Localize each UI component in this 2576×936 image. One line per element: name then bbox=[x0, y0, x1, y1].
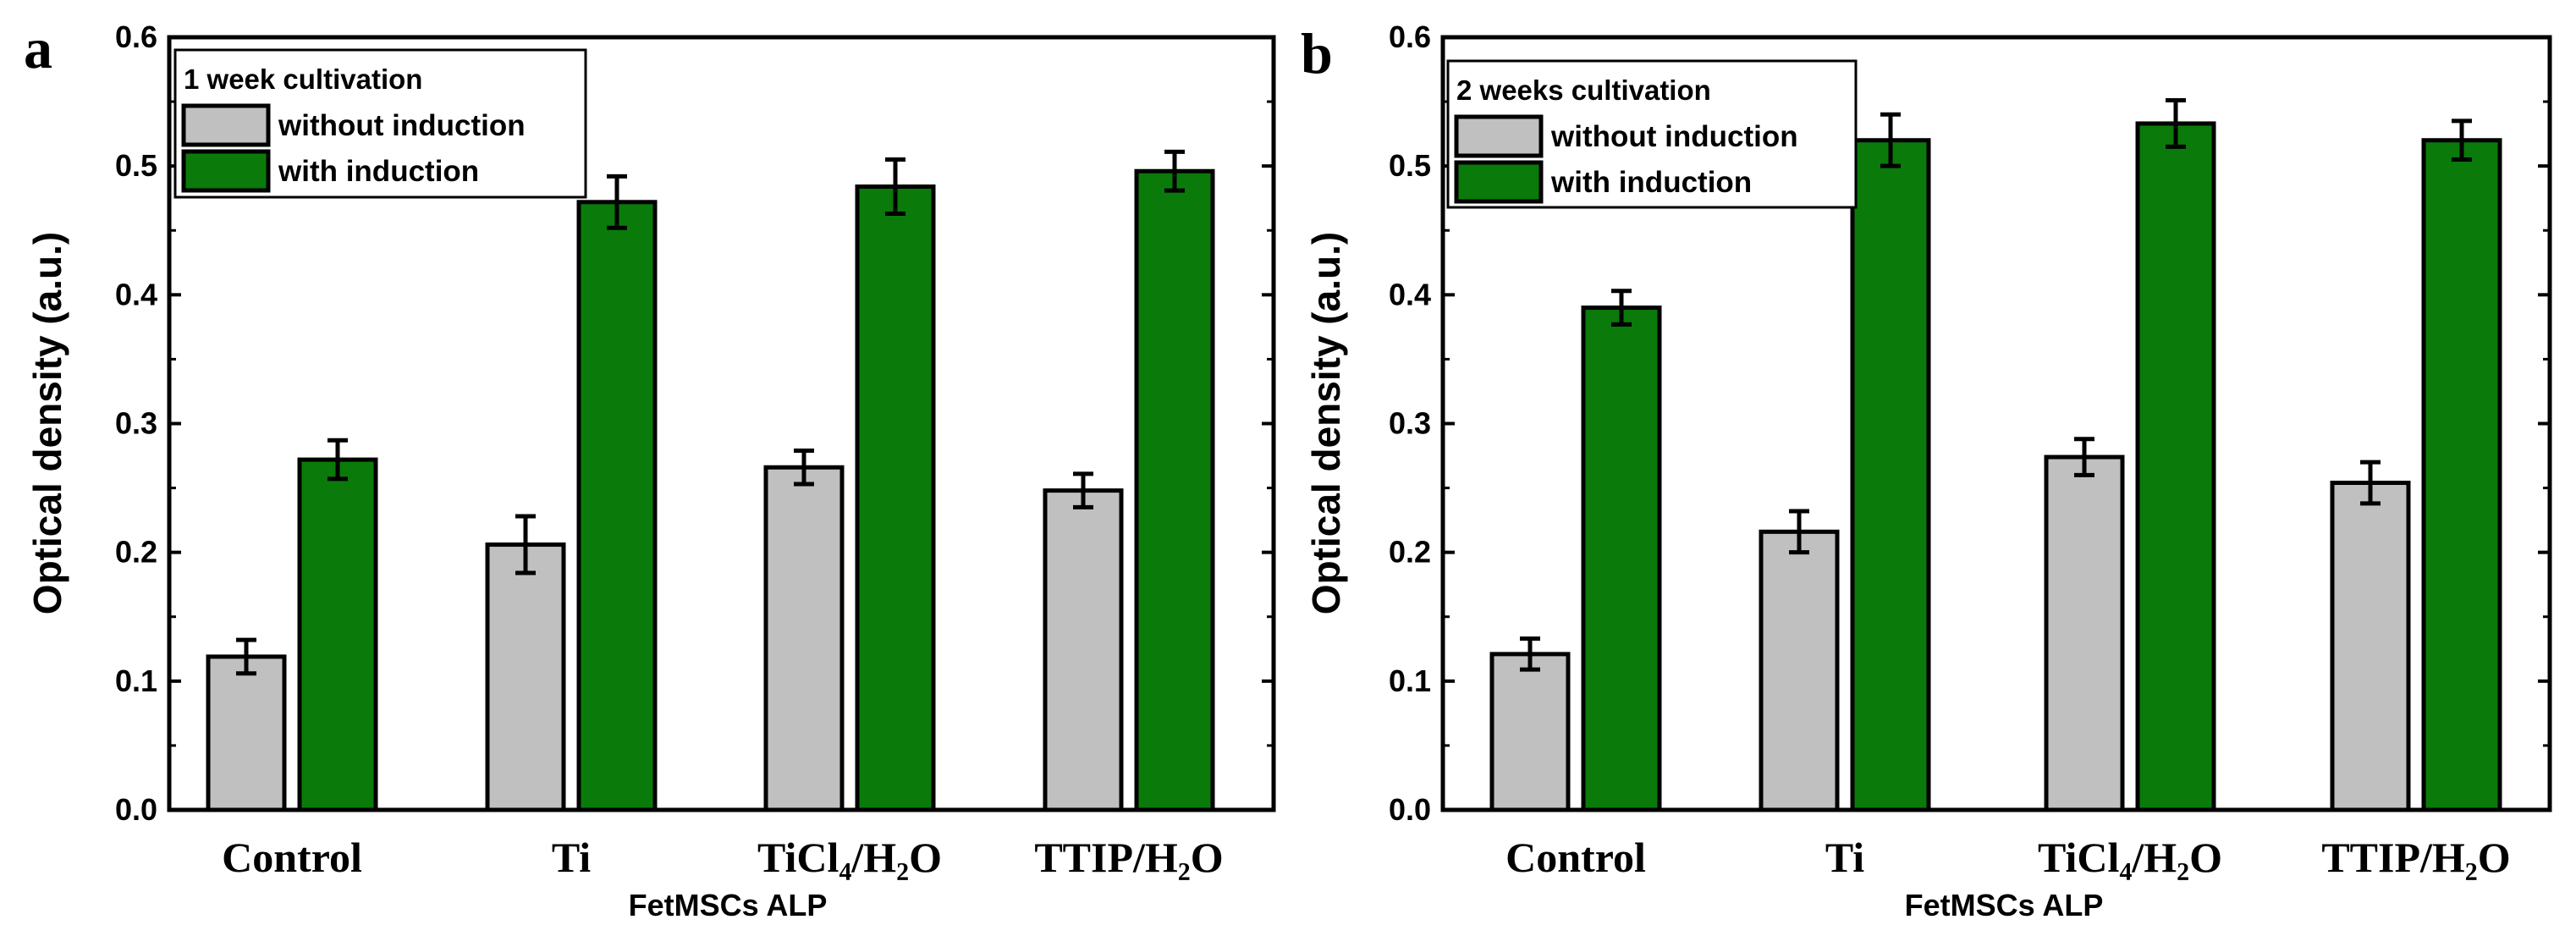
x-tick-label-3: TTIP/H₂O bbox=[1034, 834, 1223, 881]
error-bar-without-induction-0 bbox=[236, 637, 256, 676]
bar-with-induction-2 bbox=[855, 184, 936, 812]
error-bar-with-induction-2 bbox=[885, 157, 905, 216]
bar-without-induction-3 bbox=[1043, 488, 1124, 812]
legend-swatch-without-induction bbox=[181, 103, 271, 147]
error-bar-with-induction-1 bbox=[1880, 112, 1901, 168]
error-bar-with-induction-0 bbox=[328, 438, 348, 482]
error-bar-without-induction-1 bbox=[1789, 509, 1809, 555]
x-tick-label-1: Ti bbox=[552, 834, 591, 881]
y-tick-label-6: 0.6 bbox=[1389, 19, 1431, 54]
error-bar-with-induction-1 bbox=[607, 173, 627, 230]
legend-swatch-without-induction bbox=[1454, 114, 1544, 158]
error-bar-with-induction-2 bbox=[2166, 98, 2186, 149]
chart-panel-b: b Control Ti TiCl₄/H₂O TTIP/H₂O 0.0 0.1 0.2 0.3 0… bbox=[1301, 19, 2552, 922]
y-tick-label-2: 0.2 bbox=[1389, 535, 1431, 570]
error-bar-without-induction-3 bbox=[2360, 460, 2381, 506]
y-tick-label-0: 0.0 bbox=[1389, 792, 1431, 827]
error-bar-with-induction-3 bbox=[2452, 118, 2472, 162]
legend-label-without-induction: without induction bbox=[278, 109, 526, 142]
y-tick-label-6: 0.6 bbox=[115, 19, 157, 54]
x-tick-label-0: Control bbox=[222, 834, 362, 881]
bar-with-induction-1 bbox=[1850, 138, 1931, 812]
y-tick-label-3: 0.3 bbox=[115, 406, 157, 441]
x-tick-label-1: Ti bbox=[1825, 834, 1864, 881]
bar-without-induction-2 bbox=[2044, 454, 2125, 812]
y-tick-label-4: 0.4 bbox=[1389, 277, 1431, 311]
legend-swatch-with-induction bbox=[1454, 160, 1544, 204]
y-tick-label-4: 0.4 bbox=[115, 277, 157, 311]
bar-without-induction-2 bbox=[763, 465, 845, 812]
legend-swatch-with-induction bbox=[181, 149, 271, 193]
bar-with-induction-1 bbox=[576, 200, 658, 812]
error-bar-with-induction-0 bbox=[1611, 289, 1632, 327]
panel-letter: b bbox=[1301, 21, 1333, 85]
y-tick-label-2: 0.2 bbox=[115, 535, 157, 570]
legend-title: 2 weeks cultivation bbox=[1456, 74, 1711, 106]
x-tick-label-2: TiCl₄/H₂O bbox=[2038, 834, 2222, 881]
x-axis-title: FetMSCs ALP bbox=[1905, 888, 2104, 922]
y-axis-title: Optical density (a.u.) bbox=[1304, 232, 1348, 614]
error-bar-without-induction-2 bbox=[2074, 437, 2094, 477]
legend-label-with-induction: with induction bbox=[278, 155, 479, 188]
y-axis-title: Optical density (a.u.) bbox=[25, 232, 69, 614]
x-tick-label-2: TiCl₄/H₂O bbox=[757, 834, 942, 881]
bar-without-induction-0 bbox=[206, 654, 287, 812]
y-tick-label-0: 0.0 bbox=[115, 792, 157, 827]
x-tick-label-3: TTIP/H₂O bbox=[2321, 834, 2510, 881]
bar-without-induction-3 bbox=[2330, 480, 2411, 812]
error-bar-without-induction-1 bbox=[515, 514, 536, 575]
bar-with-induction-2 bbox=[2135, 121, 2216, 812]
bar-without-induction-1 bbox=[485, 542, 566, 812]
x-tick-label-0: Control bbox=[1505, 834, 1646, 881]
error-bar-with-induction-3 bbox=[1164, 149, 1185, 193]
y-tick-label-5: 0.5 bbox=[115, 148, 157, 183]
legend: 1 week cultivation without induction with … bbox=[173, 48, 587, 199]
bar-without-induction-0 bbox=[1489, 652, 1571, 812]
y-tick-label-5: 0.5 bbox=[1389, 148, 1431, 183]
bar-with-induction-0 bbox=[1581, 306, 1662, 812]
legend-label-with-induction: with induction bbox=[1550, 166, 1752, 199]
error-bar-without-induction-3 bbox=[1073, 471, 1093, 509]
error-bar-without-induction-2 bbox=[794, 448, 814, 487]
y-tick-label-1: 0.1 bbox=[115, 663, 157, 698]
x-axis-title: FetMSCs ALP bbox=[629, 888, 828, 922]
bar-without-induction-1 bbox=[1759, 529, 1840, 812]
legend: 2 weeks cultivation without induction with… bbox=[1446, 59, 1858, 209]
bar-with-induction-3 bbox=[2421, 138, 2502, 812]
panel-letter: a bbox=[24, 16, 52, 80]
y-tick-label-1: 0.1 bbox=[1389, 663, 1431, 698]
y-tick-label-3: 0.3 bbox=[1389, 406, 1431, 441]
error-bar-without-induction-0 bbox=[1520, 636, 1540, 672]
bar-with-induction-0 bbox=[297, 457, 378, 812]
chart-panel-a: a Control Ti TiCl₄/H₂O TTIP/H₂O 0.0 0.1 0.2 0.3 0… bbox=[24, 16, 1276, 922]
legend-title: 1 week cultivation bbox=[184, 63, 422, 95]
legend-label-without-induction: without induction bbox=[1550, 120, 1798, 153]
bar-with-induction-3 bbox=[1134, 168, 1215, 812]
